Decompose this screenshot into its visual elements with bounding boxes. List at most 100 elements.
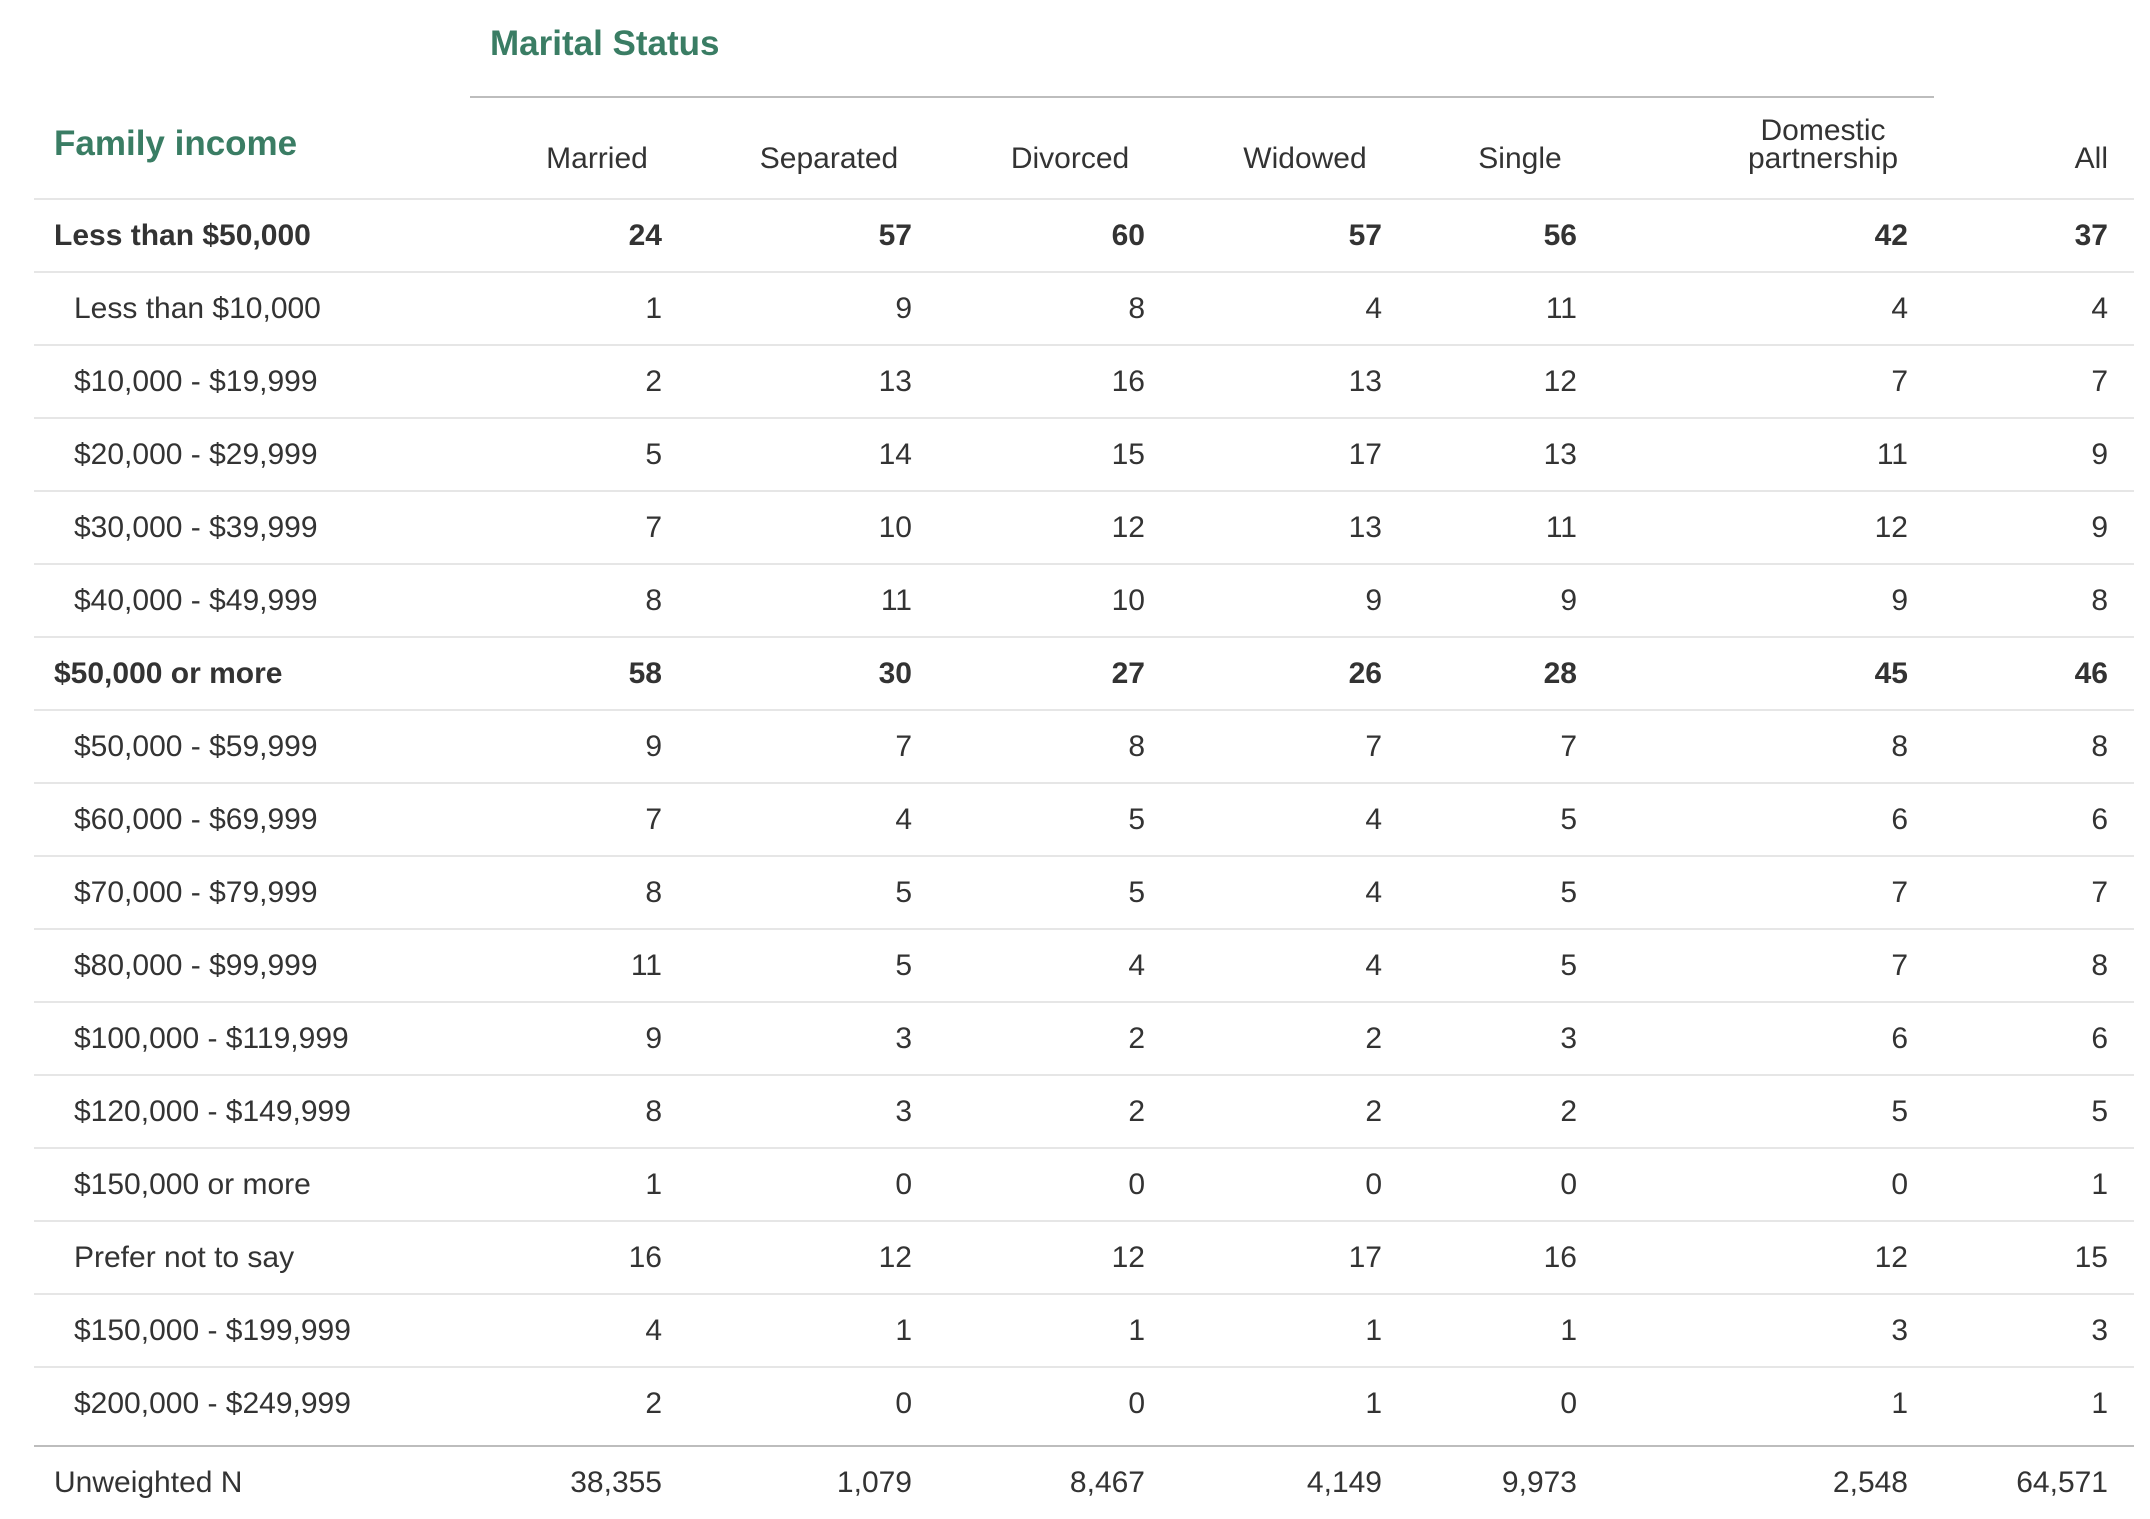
cell-separated: 4 <box>895 803 912 836</box>
cell-separated: 0 <box>895 1168 912 1201</box>
cell-separated: 30 <box>878 657 912 690</box>
cell-all: 9 <box>2091 511 2108 544</box>
cell-all: 8 <box>2091 584 2108 617</box>
cell-separated: 10 <box>878 511 912 544</box>
column-header-single: Single <box>1478 142 1562 175</box>
cell-domestic-partnership: 12 <box>1874 1241 1908 1274</box>
cell-separated: 7 <box>895 730 912 763</box>
cell-widowed: 1 <box>1365 1314 1382 1347</box>
table-row: Prefer not to say 16 12 12 17 16 12 15 <box>34 1220 2134 1294</box>
cell-married: 1 <box>645 292 662 325</box>
table-row: $10,000 - $19,999 2 13 16 13 12 7 7 <box>34 344 2134 418</box>
cell-widowed: 1 <box>1365 1387 1382 1420</box>
cell-divorced: 5 <box>1128 803 1145 836</box>
cell-married: 11 <box>630 949 662 982</box>
cell-divorced: 15 <box>1111 438 1145 471</box>
cell-married: 9 <box>645 1022 662 1055</box>
row-label: Unweighted N <box>54 1466 243 1499</box>
cell-all: 4 <box>2091 292 2108 325</box>
cell-divorced: 8,467 <box>1069 1466 1145 1499</box>
table-row: $40,000 - $49,999 8 11 10 9 9 9 8 <box>34 563 2134 637</box>
table-row: $50,000 - $59,999 9 7 8 7 7 8 8 <box>34 709 2134 783</box>
row-label: $120,000 - $149,999 <box>74 1095 351 1128</box>
table-row: $100,000 - $119,999 9 3 2 2 3 6 6 <box>34 1001 2134 1075</box>
cell-all: 6 <box>2091 1022 2108 1055</box>
table-row: $50,000 or more 58 30 27 26 28 45 46 <box>34 636 2134 710</box>
cell-separated: 5 <box>895 949 912 982</box>
cell-married: 9 <box>645 730 662 763</box>
cell-married: 4 <box>645 1314 662 1347</box>
cell-separated: 0 <box>895 1387 912 1420</box>
cell-single: 11 <box>1545 292 1577 325</box>
table-row: $70,000 - $79,999 8 5 5 4 5 7 7 <box>34 855 2134 929</box>
cell-all: 7 <box>2091 365 2108 398</box>
cell-single: 0 <box>1560 1387 1577 1420</box>
cell-divorced: 0 <box>1128 1387 1145 1420</box>
cell-domestic-partnership: 0 <box>1891 1168 1908 1201</box>
cell-all: 37 <box>2074 219 2108 252</box>
cell-married: 58 <box>628 657 662 690</box>
column-header-domestic-partnership: Domestic partnership <box>1747 114 1899 175</box>
cell-single: 28 <box>1543 657 1577 690</box>
cell-domestic-partnership: 8 <box>1891 730 1908 763</box>
row-label: $10,000 - $19,999 <box>74 365 318 398</box>
cell-married: 8 <box>645 1095 662 1128</box>
row-label: $50,000 - $59,999 <box>74 730 318 763</box>
cell-widowed: 4 <box>1365 876 1382 909</box>
table-row: $30,000 - $39,999 7 10 12 13 11 12 9 <box>34 490 2134 564</box>
cell-divorced: 27 <box>1111 657 1145 690</box>
cell-widowed: 13 <box>1348 511 1382 544</box>
cell-single: 5 <box>1560 803 1577 836</box>
cell-domestic-partnership: 3 <box>1891 1314 1908 1347</box>
column-header-married: Married <box>546 142 648 175</box>
cell-single: 16 <box>1543 1241 1577 1274</box>
cell-divorced: 5 <box>1128 876 1145 909</box>
table-row: $150,000 - $199,999 4 1 1 1 1 3 3 <box>34 1293 2134 1367</box>
cell-divorced: 2 <box>1128 1022 1145 1055</box>
cell-separated: 9 <box>895 292 912 325</box>
cell-domestic-partnership: 7 <box>1891 949 1908 982</box>
cell-married: 7 <box>645 511 662 544</box>
row-label: Less than $50,000 <box>54 219 311 252</box>
cell-domestic-partnership: 45 <box>1874 657 1908 690</box>
cell-all: 15 <box>2074 1241 2108 1274</box>
cell-widowed: 9 <box>1365 584 1382 617</box>
cell-domestic-partnership: 9 <box>1891 584 1908 617</box>
cell-single: 5 <box>1560 949 1577 982</box>
cell-widowed: 4 <box>1365 803 1382 836</box>
row-label: $200,000 - $249,999 <box>74 1387 351 1420</box>
row-label: $60,000 - $69,999 <box>74 803 318 836</box>
cell-married: 2 <box>645 365 662 398</box>
cell-domestic-partnership: 2,548 <box>1832 1466 1908 1499</box>
row-label: $20,000 - $29,999 <box>74 438 318 471</box>
cell-divorced: 0 <box>1128 1168 1145 1201</box>
cell-widowed: 0 <box>1365 1168 1382 1201</box>
cell-widowed: 4 <box>1365 949 1382 982</box>
table-row: $150,000 or more 1 0 0 0 0 0 1 <box>34 1147 2134 1221</box>
cell-widowed: 17 <box>1348 1241 1382 1274</box>
cell-widowed: 13 <box>1348 365 1382 398</box>
cell-married: 8 <box>645 876 662 909</box>
cell-all: 9 <box>2091 438 2108 471</box>
row-label: $50,000 or more <box>54 657 283 690</box>
cell-single: 0 <box>1560 1168 1577 1201</box>
cell-domestic-partnership: 7 <box>1891 876 1908 909</box>
table-row: $120,000 - $149,999 8 3 2 2 2 5 5 <box>34 1074 2134 1148</box>
cell-separated: 5 <box>895 876 912 909</box>
cell-single: 5 <box>1560 876 1577 909</box>
cell-all: 7 <box>2091 876 2108 909</box>
cell-divorced: 1 <box>1128 1314 1145 1347</box>
cell-separated: 12 <box>878 1241 912 1274</box>
row-label: $100,000 - $119,999 <box>74 1022 349 1055</box>
cell-widowed: 4,149 <box>1306 1466 1382 1499</box>
cell-all: 6 <box>2091 803 2108 836</box>
cell-divorced: 16 <box>1111 365 1145 398</box>
cell-divorced: 8 <box>1128 292 1145 325</box>
cell-domestic-partnership: 42 <box>1874 219 1908 252</box>
column-header-divorced: Divorced <box>1010 142 1130 175</box>
cell-married: 1 <box>645 1168 662 1201</box>
table-row: Less than $10,000 1 9 8 4 11 4 4 <box>34 271 2134 345</box>
cell-divorced: 12 <box>1111 511 1145 544</box>
cell-widowed: 26 <box>1348 657 1382 690</box>
cell-married: 38,355 <box>570 1466 662 1499</box>
